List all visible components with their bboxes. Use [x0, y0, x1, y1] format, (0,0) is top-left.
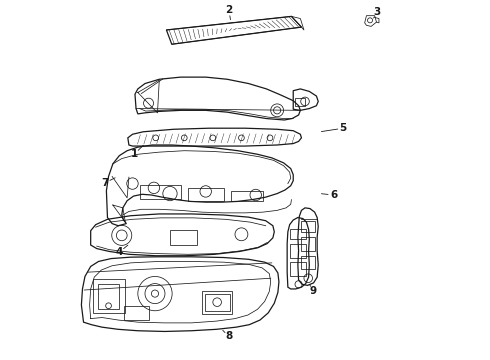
- Bar: [202, 291, 232, 314]
- Bar: [98, 284, 119, 309]
- Text: 5: 5: [340, 123, 347, 133]
- Bar: [123, 306, 148, 320]
- Bar: [290, 229, 306, 239]
- Bar: [301, 237, 315, 251]
- Bar: [188, 188, 223, 201]
- Bar: [205, 294, 230, 311]
- Text: 7: 7: [101, 178, 109, 188]
- Bar: [301, 256, 315, 269]
- Bar: [290, 244, 306, 258]
- Bar: [231, 191, 263, 202]
- Bar: [295, 98, 305, 106]
- Text: 3: 3: [373, 7, 381, 17]
- Text: 1: 1: [131, 149, 138, 159]
- Text: 9: 9: [309, 287, 317, 296]
- Text: 6: 6: [330, 190, 337, 200]
- Bar: [93, 279, 125, 313]
- Text: 8: 8: [225, 332, 233, 342]
- Text: 4: 4: [116, 247, 123, 257]
- Bar: [170, 230, 197, 245]
- Text: 2: 2: [225, 5, 233, 15]
- Bar: [301, 221, 315, 232]
- Bar: [140, 185, 181, 199]
- Bar: [290, 262, 306, 276]
